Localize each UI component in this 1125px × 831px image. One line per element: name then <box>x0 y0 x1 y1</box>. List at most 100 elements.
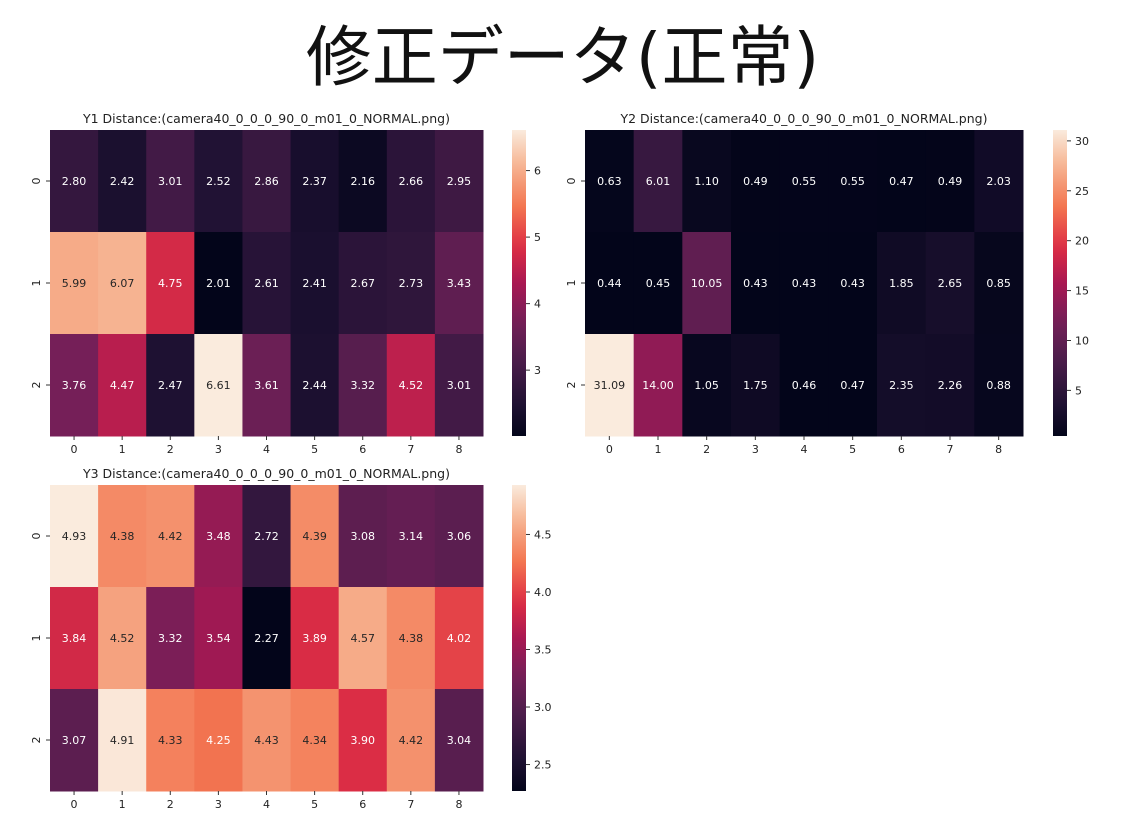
x-tick-label: 3 <box>215 798 222 811</box>
x-tick-label: 2 <box>167 443 174 456</box>
cell-label: 3.84 <box>62 632 87 645</box>
heatmap-cell <box>633 232 683 335</box>
cell-label: 4.52 <box>399 379 424 392</box>
colorbar-tick-label: 15 <box>1075 285 1089 298</box>
colorbar <box>512 485 526 791</box>
cell-label: 3.48 <box>206 530 231 543</box>
y-tick-label: 1 <box>30 280 43 287</box>
heatmap-cell <box>98 689 147 792</box>
heatmap-cell <box>386 485 436 588</box>
cell-label: 2.03 <box>986 175 1011 188</box>
x-tick-label: 6 <box>898 443 905 456</box>
heatmap-cell <box>290 587 340 690</box>
heatmap-cell <box>242 130 292 233</box>
cell-label: 4.38 <box>399 632 424 645</box>
cell-label: 0.49 <box>938 175 963 188</box>
y-tick-label: 2 <box>30 382 43 389</box>
heatmap-cell <box>242 232 292 335</box>
cell-label: 3.43 <box>447 277 472 290</box>
cell-label: 2.35 <box>889 379 914 392</box>
heatmap-cell <box>50 334 99 437</box>
heatmap-y1: Y1 Distance:(camera40_0_0_0_90_0_m01_0_N… <box>30 111 541 456</box>
cell-label: 1.75 <box>743 379 768 392</box>
colorbar-tick-label: 20 <box>1075 235 1089 248</box>
cell-label: 31.09 <box>594 379 626 392</box>
y-tick-label: 0 <box>30 178 43 185</box>
cell-label: 4.52 <box>110 632 135 645</box>
cell-label: 2.44 <box>302 379 327 392</box>
x-tick-label: 1 <box>119 798 126 811</box>
cell-label: 2.73 <box>399 277 424 290</box>
heatmap-cell <box>877 232 927 335</box>
cell-label: 4.34 <box>302 734 327 747</box>
x-tick-label: 7 <box>947 443 954 456</box>
cell-label: 0.63 <box>597 175 622 188</box>
cell-label: 4.47 <box>110 379 135 392</box>
cell-label: 0.43 <box>743 277 768 290</box>
heatmap-cell <box>194 130 243 233</box>
heatmap-cell <box>585 232 635 335</box>
cell-label: 2.16 <box>350 175 375 188</box>
x-tick-label: 2 <box>167 798 174 811</box>
cell-label: 2.95 <box>447 175 472 188</box>
heatmap-cell <box>386 689 436 792</box>
cell-label: 2.47 <box>158 379 183 392</box>
heatmap-cell <box>50 689 99 792</box>
cell-label: 4.33 <box>158 734 183 747</box>
heatmap-cell <box>98 485 147 588</box>
heatmap-cell <box>633 334 683 437</box>
heatmap-cell <box>779 130 829 233</box>
cell-label: 6.61 <box>206 379 231 392</box>
x-tick-label: 6 <box>359 798 366 811</box>
heatmap-cell <box>290 689 340 792</box>
cell-label: 3.32 <box>158 632 183 645</box>
x-tick-label: 3 <box>215 443 222 456</box>
heatmap-cell <box>338 334 388 437</box>
cell-label: 5.99 <box>62 277 87 290</box>
heatmap-cell <box>828 334 878 437</box>
heatmap-cell <box>434 334 484 437</box>
heatmap-cell <box>633 130 683 233</box>
heatmap-cell <box>290 334 340 437</box>
heatmap-cell <box>242 334 292 437</box>
heatmap-cell <box>974 130 1024 233</box>
colorbar-tick-label: 3.0 <box>534 701 552 714</box>
heatmap-cell <box>877 334 927 437</box>
cell-label: 3.01 <box>447 379 472 392</box>
cell-label: 2.41 <box>302 277 327 290</box>
heatmap-cell <box>50 130 99 233</box>
cell-label: 4.75 <box>158 277 183 290</box>
cell-label: 2.65 <box>938 277 963 290</box>
heatmap-cell <box>194 689 243 792</box>
cell-label: 4.93 <box>62 530 87 543</box>
heatmap-y2: Y2 Distance:(camera40_0_0_0_90_0_m01_0_N… <box>565 111 1089 456</box>
heatmap-cell <box>434 689 484 792</box>
cell-label: 0.47 <box>840 379 865 392</box>
heatmap-cell <box>386 232 436 335</box>
heatmap-cell <box>338 232 388 335</box>
cell-label: 4.39 <box>302 530 327 543</box>
cell-label: 2.86 <box>254 175 279 188</box>
heatmap-cell <box>98 232 147 335</box>
cell-label: 3.08 <box>350 530 375 543</box>
heatmap-cell <box>194 334 243 437</box>
heatmap-cell <box>386 130 436 233</box>
cell-label: 4.25 <box>206 734 231 747</box>
cell-label: 1.10 <box>694 175 719 188</box>
colorbar-tick-label: 4.0 <box>534 586 552 599</box>
heatmap-cell <box>682 232 732 335</box>
heatmap-title: Y2 Distance:(camera40_0_0_0_90_0_m01_0_N… <box>620 111 988 126</box>
colorbar-tick-label: 5 <box>534 231 541 244</box>
heatmap-cell <box>434 130 484 233</box>
x-tick-label: 0 <box>71 798 78 811</box>
cell-label: 0.43 <box>840 277 865 290</box>
heatmap-cell <box>828 232 878 335</box>
x-tick-label: 5 <box>311 798 318 811</box>
cell-label: 1.05 <box>694 379 719 392</box>
heatmap-cell <box>925 334 975 437</box>
colorbar-tick-label: 5 <box>1075 384 1082 397</box>
cell-label: 0.43 <box>792 277 817 290</box>
cell-label: 2.42 <box>110 175 135 188</box>
cell-label: 0.88 <box>986 379 1011 392</box>
colorbar-tick-label: 6 <box>534 165 541 178</box>
